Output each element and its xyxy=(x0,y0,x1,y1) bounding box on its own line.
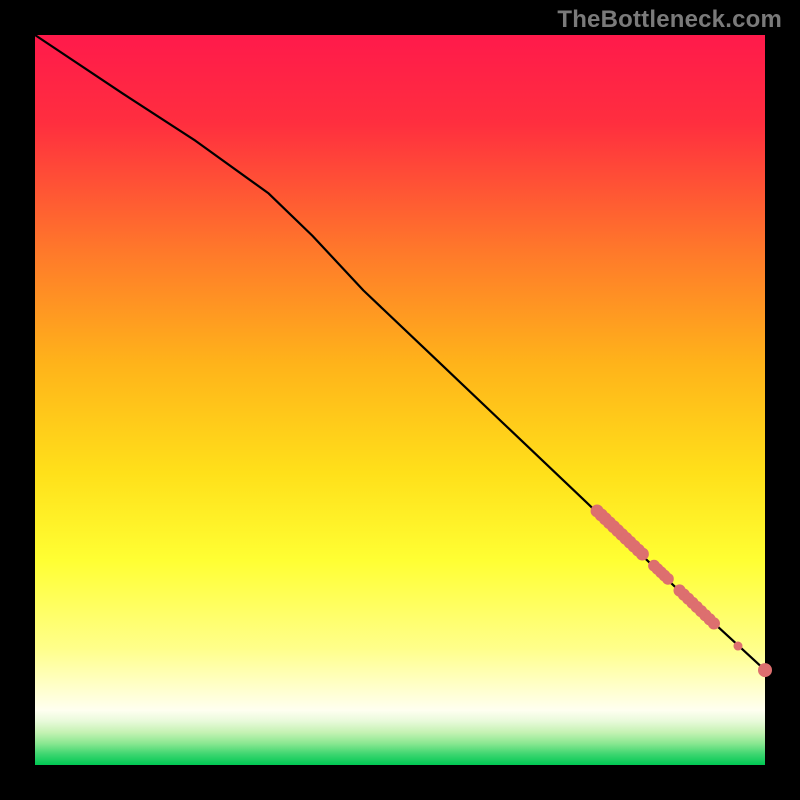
data-marker xyxy=(708,618,719,629)
bottleneck-chart xyxy=(0,0,800,800)
watermark-text: TheBottleneck.com xyxy=(557,6,782,34)
chart-background xyxy=(35,35,765,765)
data-marker xyxy=(759,664,772,677)
data-marker xyxy=(663,573,674,584)
chart-container: TheBottleneck.com xyxy=(0,0,800,800)
data-marker xyxy=(636,548,648,560)
data-marker xyxy=(734,642,742,650)
